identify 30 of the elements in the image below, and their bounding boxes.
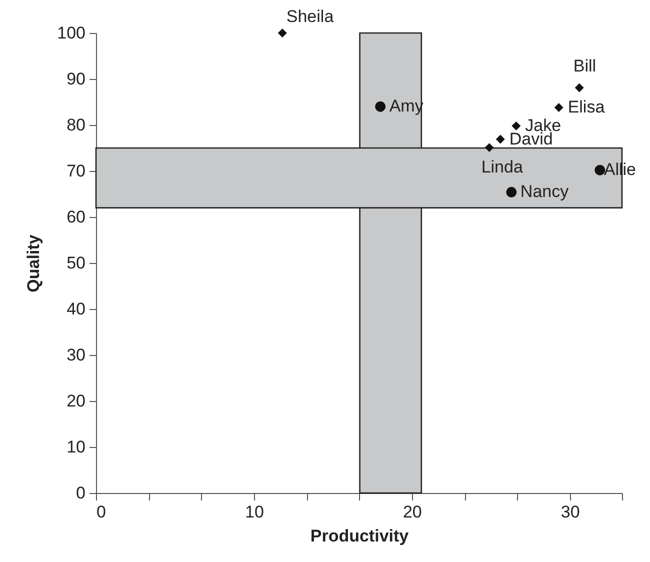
- y-tick-label: 80: [66, 116, 86, 134]
- point: [375, 101, 386, 112]
- point: [512, 121, 521, 130]
- y-tick-label: 20: [66, 392, 86, 410]
- annotation: Sheila: [286, 7, 334, 26]
- point: [496, 134, 505, 144]
- y-tick-label: 50: [66, 254, 86, 272]
- y-tick-label: 40: [66, 300, 86, 318]
- point: [554, 103, 564, 112]
- annotation: Elisa: [568, 98, 606, 117]
- point: [484, 143, 494, 152]
- y-tick-label: 0: [76, 484, 86, 502]
- point: [506, 186, 517, 198]
- x-tick-label: 30: [560, 502, 580, 522]
- y-tick-label: 30: [66, 346, 86, 364]
- x-axis-title: Productivity: [310, 526, 410, 546]
- y-tick-label: 10: [66, 438, 86, 456]
- x-tick-label: 10: [244, 502, 264, 522]
- point: [278, 28, 287, 38]
- point: [574, 83, 584, 92]
- y-tick-label: 70: [66, 162, 86, 180]
- annotation: Linda: [481, 158, 524, 177]
- y-axis-title: Quality: [24, 234, 44, 292]
- x-tick-label: 0: [96, 502, 106, 522]
- y-tick-label: 90: [66, 70, 86, 88]
- y-tick-label: 60: [66, 208, 86, 226]
- y-tick-label: 100: [57, 24, 86, 42]
- annotation: Bill: [573, 56, 596, 76]
- annotation: Nancy: [520, 182, 570, 202]
- x-tick-label: 20: [402, 502, 422, 522]
